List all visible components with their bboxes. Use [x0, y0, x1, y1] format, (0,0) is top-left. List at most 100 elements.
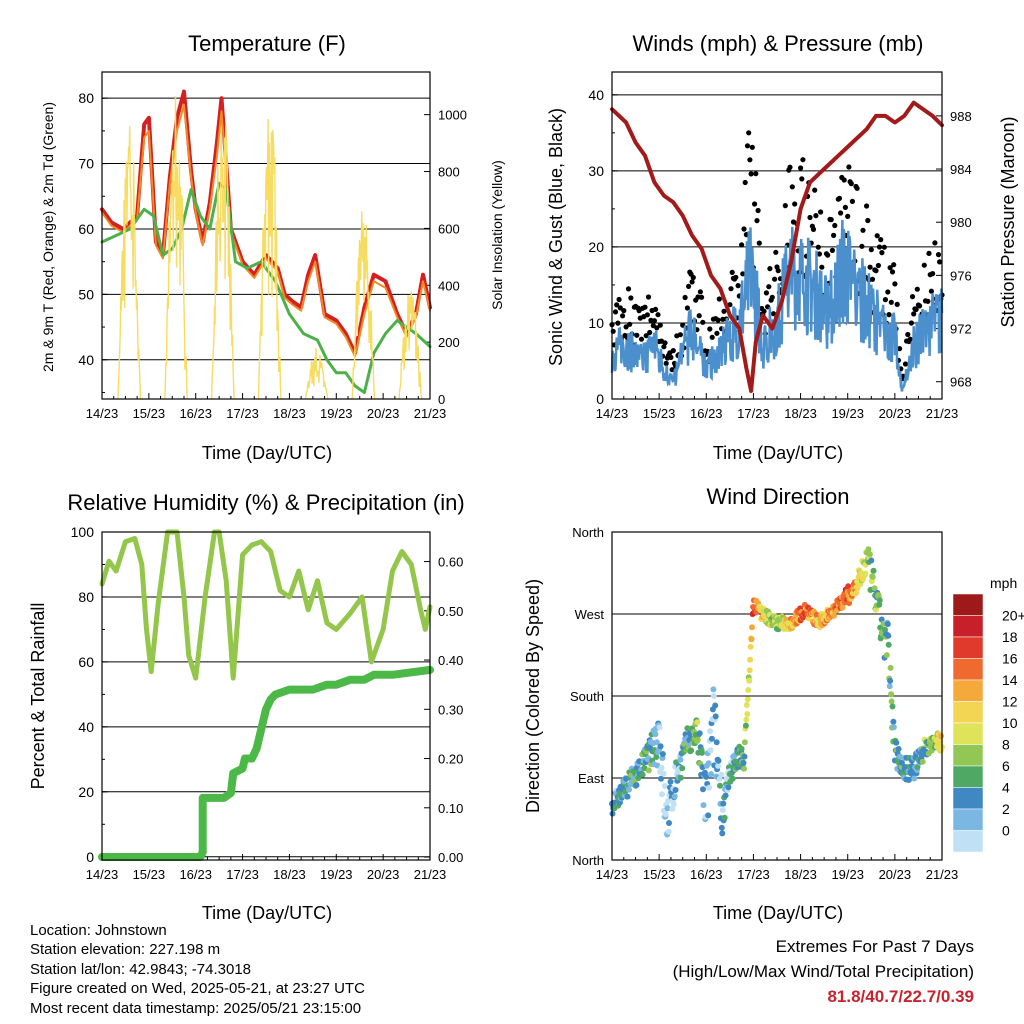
gust-point	[846, 164, 852, 170]
gust-point	[769, 294, 775, 300]
humidity-ytick-right-label: 0.30	[438, 702, 463, 717]
gust-point	[668, 354, 674, 360]
gust-point	[807, 214, 813, 221]
gust-point	[610, 328, 616, 334]
direction-point	[747, 656, 754, 663]
humidity-ytick-right-label: 0.50	[438, 604, 463, 619]
direction-point	[893, 739, 900, 746]
gust-point	[754, 218, 760, 224]
station-elevation: Station elevation: 227.198 m	[30, 941, 221, 959]
gust-point	[848, 181, 854, 187]
direction-point	[694, 736, 701, 743]
humidity-ytick-right-label: 0.00	[438, 850, 463, 865]
winds-ylabel: Sonic Wind & Gust (Blue, Black)	[546, 108, 566, 366]
humidity-ytick-label: 80	[78, 589, 94, 605]
gust-point	[818, 209, 824, 215]
gust-point	[756, 240, 762, 246]
colorbar-swatch	[952, 830, 984, 853]
gust-point	[714, 330, 720, 336]
pressure-series	[610, 100, 944, 393]
figure-created: Figure created on Wed, 2025-05-21, at 23…	[30, 980, 365, 998]
gust-point	[766, 284, 772, 290]
direction-point	[876, 597, 883, 604]
winds-plot-area: 0 10 20 30 40 968 972 976 980 984 988 14/23 15/23 16/…	[588, 71, 972, 421]
humidity-xtick-label: 15/23	[133, 867, 166, 882]
wind_direction-xtick-label: 16/23	[690, 867, 723, 882]
temperature-xtick-label: 17/23	[226, 406, 259, 421]
direction-point	[720, 800, 727, 807]
winds-xtick-label: 18/23	[784, 406, 817, 421]
direction-point	[670, 801, 677, 807]
temp_2m-series	[100, 89, 432, 356]
gust-point	[749, 144, 755, 150]
gust-point	[755, 207, 761, 214]
humidity-xtick-label: 18/23	[273, 867, 306, 882]
gust-point	[792, 201, 798, 207]
direction-point	[708, 735, 715, 742]
gust-point	[829, 247, 836, 253]
gust-point	[696, 313, 702, 319]
gust-point	[813, 213, 819, 219]
direction-point	[700, 786, 706, 793]
humidity-ytick-right-label: 0.60	[438, 555, 463, 570]
gust-point	[828, 217, 834, 223]
wind_direction-ytick-label: South	[570, 689, 604, 704]
direction-point	[890, 724, 897, 731]
gust-point	[739, 242, 745, 248]
solar-series-day-6	[398, 291, 423, 400]
direction-point	[626, 786, 632, 793]
humidity-ytick-right-label: 0.40	[438, 653, 463, 668]
direction-point	[719, 807, 726, 813]
gust-point	[869, 276, 876, 282]
gust-point	[657, 322, 663, 328]
temperature-xtick-label: 18/23	[273, 406, 306, 421]
temperature-ytick-label: 50	[78, 286, 94, 302]
direction-point	[645, 767, 652, 774]
gust-point	[653, 306, 659, 312]
direction-point	[743, 702, 750, 708]
wind-direction-panel: Wind Direction NorthEastSouthWestNorth14…	[523, 484, 1024, 923]
solar-series-day-2	[210, 125, 235, 400]
direction-point	[729, 775, 736, 782]
direction-point	[659, 751, 666, 757]
direction-point	[740, 759, 747, 766]
direction-point	[898, 759, 905, 766]
humidity-xtick-label: 20/23	[367, 867, 400, 882]
humidity-xtick-label: 17/23	[226, 867, 259, 882]
direction-point	[718, 824, 725, 831]
gust-point	[902, 361, 909, 367]
colorbar-swatch	[952, 615, 984, 638]
station-location: Location: Johnstown	[30, 922, 167, 939]
gust-point	[911, 311, 917, 317]
direction-point	[884, 621, 891, 628]
direction-point	[684, 725, 691, 732]
gust-point	[621, 308, 627, 314]
colorbar-label: 14	[1002, 672, 1018, 688]
direction-point	[862, 570, 869, 577]
gust-point	[690, 274, 696, 281]
gust-point	[881, 244, 887, 250]
direction-point	[700, 802, 707, 809]
direction-point	[705, 812, 712, 819]
wind_direction-ytick-label: North	[572, 525, 604, 540]
direction-point	[747, 643, 754, 650]
winds-title: Winds (mph) & Pressure (mb)	[633, 31, 924, 56]
solar-series-day-3	[257, 119, 282, 400]
gust-point	[889, 269, 896, 275]
temperature-xtick-label: 15/23	[133, 406, 166, 421]
gust-point	[699, 294, 705, 300]
gust-point	[612, 309, 619, 315]
humidity-title: Relative Humidity (%) & Precipitation (i…	[67, 490, 464, 515]
winds-ytick-right-label: 988	[950, 109, 972, 124]
direction-point	[887, 664, 894, 671]
direction-point	[677, 756, 684, 763]
temperature-ytick-label: 70	[78, 156, 94, 172]
colorbar-swatch	[952, 787, 984, 810]
colorbar-label: 6	[1002, 758, 1010, 774]
humidity-ytick-right-label: 0.20	[438, 752, 463, 767]
gust-point	[669, 367, 675, 373]
gust-point	[935, 252, 942, 258]
direction-points	[609, 546, 945, 838]
gust-point	[908, 320, 915, 326]
